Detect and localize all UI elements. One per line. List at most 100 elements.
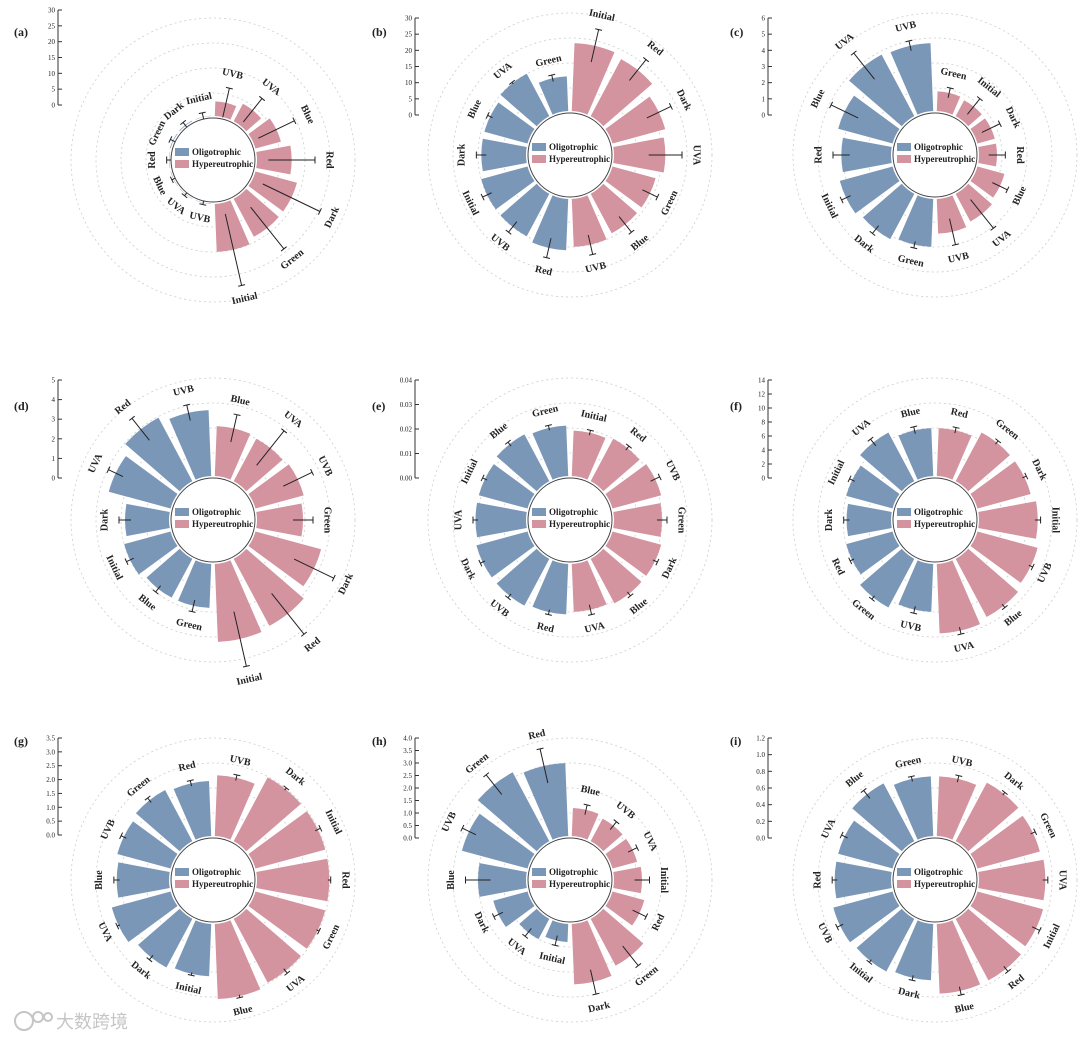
grid-circle: [792, 737, 1078, 1023]
error-cap: [657, 473, 662, 481]
panel-label: (f): [730, 399, 742, 413]
category-label: Green: [534, 53, 563, 70]
bar: [860, 548, 915, 608]
category-label: UVA: [284, 973, 307, 995]
category-label: UVA: [691, 145, 702, 166]
error-cap: [144, 795, 151, 801]
bar: [496, 548, 550, 606]
error-cap: [233, 773, 241, 777]
legend-label: Hypereutrophic: [192, 879, 253, 889]
error-bar: [250, 206, 285, 250]
bar: [846, 465, 900, 509]
grid-circle: [95, 42, 331, 278]
y-tick-label: 4: [52, 396, 56, 404]
error-cap: [1004, 968, 1011, 975]
bar: [523, 763, 569, 840]
error-bar: [609, 821, 617, 830]
error-cap: [283, 785, 290, 791]
error-cap: [589, 253, 597, 256]
error-bar: [126, 557, 134, 563]
error-bar: [551, 74, 554, 82]
error-cap: [866, 959, 873, 965]
error-bar: [589, 969, 597, 995]
legend-swatch: [175, 880, 189, 888]
bar: [846, 531, 900, 575]
error-cap: [1001, 604, 1008, 611]
error-bar: [584, 804, 588, 815]
error-cap: [115, 922, 120, 930]
y-tick-label: 5: [409, 95, 413, 103]
category-label: Initial: [658, 867, 669, 893]
category-label: Green: [659, 188, 681, 217]
error-cap: [233, 413, 241, 416]
category-label: Blue: [446, 870, 457, 890]
category-label: Dark: [457, 143, 468, 166]
error-cap: [905, 39, 913, 43]
error-bar: [546, 238, 552, 258]
bar: [484, 102, 535, 144]
bar: [590, 908, 644, 966]
error-bar: [1003, 965, 1009, 972]
bar: [571, 43, 615, 115]
error-bar: [293, 558, 334, 579]
error-bar: [622, 945, 639, 966]
bar: [895, 920, 934, 981]
bar: [898, 428, 934, 480]
bar: [195, 200, 212, 204]
category-label: Green: [531, 403, 560, 420]
bar: [248, 891, 326, 949]
bar: [545, 920, 569, 942]
grid-circle: [70, 17, 356, 303]
category-label: UVA: [953, 640, 976, 655]
category-label: Blue: [94, 870, 105, 890]
error-cap: [478, 559, 483, 567]
bar: [532, 195, 569, 251]
bar: [590, 818, 623, 852]
bar: [233, 777, 301, 852]
error-cap: [280, 246, 287, 252]
error-cap: [544, 613, 552, 616]
category-label: UVA: [583, 620, 606, 635]
error-cap: [625, 443, 632, 449]
error-bar: [242, 98, 263, 123]
bar: [613, 503, 662, 537]
error-cap: [946, 86, 954, 90]
inner-circle: [170, 477, 256, 563]
category-label: Green: [849, 597, 877, 622]
y-tick-label: 0: [409, 112, 413, 120]
y-tick-label: 5: [762, 31, 766, 39]
category-label: Green: [676, 507, 687, 534]
error-cap: [1024, 472, 1029, 480]
category-label: Blue: [232, 1003, 254, 1018]
category-label: Green: [897, 253, 926, 270]
y-tick-label: 30: [405, 15, 413, 23]
legend-label: Hypereutrophic: [192, 159, 253, 169]
bar: [214, 426, 251, 480]
bar: [841, 137, 892, 173]
legend-swatch: [175, 520, 189, 528]
category-label: Dark: [1003, 105, 1023, 130]
y-tick-label: 1: [52, 455, 56, 463]
error-bar: [908, 40, 912, 51]
category-label: Dark: [674, 88, 694, 113]
panel-label: (g): [14, 734, 28, 748]
y-tick-label: 12: [758, 391, 766, 399]
error-cap: [548, 73, 556, 77]
category-label: UVA: [95, 921, 114, 945]
category-label: Initial: [235, 671, 263, 688]
category-label: Red: [1006, 972, 1027, 992]
category-label: UVA: [819, 817, 838, 841]
y-tick-label: 1: [762, 95, 766, 103]
category-label: Dark: [458, 557, 478, 582]
bar: [936, 91, 961, 115]
bar: [233, 188, 279, 237]
error-bar: [186, 404, 191, 421]
error-cap: [613, 819, 620, 825]
bar: [970, 118, 995, 144]
error-bar: [588, 430, 591, 436]
bar: [571, 560, 607, 612]
y-tick-label: 4: [762, 47, 766, 55]
error-bar: [1001, 603, 1006, 608]
panel-label: (c): [730, 25, 743, 39]
error-cap: [146, 957, 153, 963]
